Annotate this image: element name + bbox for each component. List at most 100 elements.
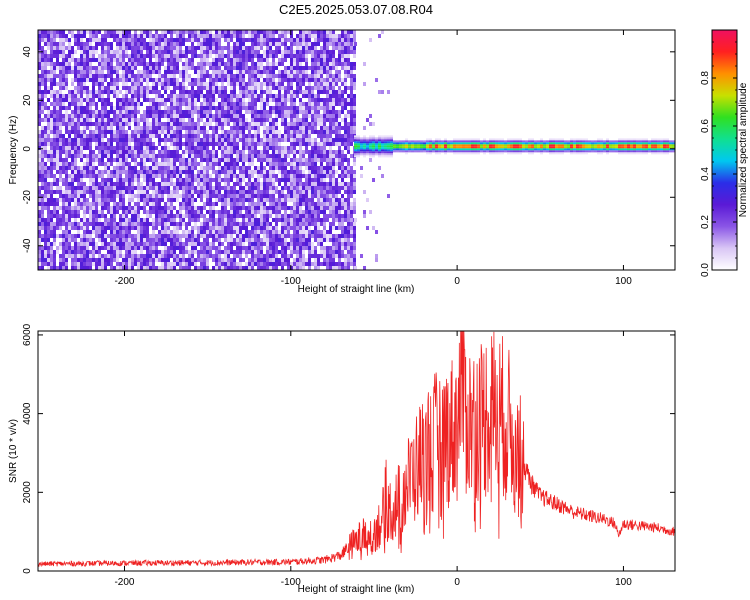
spectrogram-cell <box>257 42 260 46</box>
spectrogram-cell <box>47 242 50 246</box>
spectrogram-cell <box>314 166 317 170</box>
spectrogram-cell <box>167 206 170 210</box>
spectrogram-cell <box>317 214 320 218</box>
spectrogram-cell <box>152 238 155 242</box>
spectrogram-cell <box>167 154 170 158</box>
spectrogram-cell <box>83 74 86 78</box>
spectrogram-cell <box>230 162 233 166</box>
spectrogram-cell <box>125 62 128 66</box>
spectrogram-cell <box>311 230 314 234</box>
spectrogram-cell <box>245 214 248 218</box>
spectrogram-cell <box>185 190 188 194</box>
spectrogram-cell <box>284 154 287 158</box>
spectrogram-cell <box>221 130 224 134</box>
spectrogram-cell <box>179 242 182 246</box>
spectrogram-cell <box>110 210 113 214</box>
spectrogram-cell <box>41 254 44 258</box>
spectrogram-cell <box>47 182 50 186</box>
spectrogram-cell <box>149 102 152 106</box>
spectrogram-cell <box>101 86 104 90</box>
spectrogram-cell <box>170 166 173 170</box>
spectrogram-cell <box>194 154 197 158</box>
spectrogram-cell <box>236 62 239 66</box>
spectrogram-cell <box>272 254 275 258</box>
spectrogram-cell <box>281 106 284 110</box>
spectrogram-cell <box>113 190 116 194</box>
spectrogram-cell <box>209 118 212 122</box>
spectrogram-cell <box>80 194 83 198</box>
spectrogram-cell <box>173 102 176 106</box>
spectrogram-cell <box>125 206 128 210</box>
spectrogram-cell <box>47 46 50 50</box>
spectrogram-cell <box>206 106 209 110</box>
spectrogram-cell <box>164 86 167 90</box>
spectrogram-cell <box>65 190 68 194</box>
spectrogram-cell <box>92 222 95 226</box>
spectrogram-cell <box>74 62 77 66</box>
spectrogram-cell <box>242 162 245 166</box>
spectrogram-cell <box>92 46 95 50</box>
spectrogram-cell <box>314 50 317 54</box>
spectrogram-cell <box>116 74 119 78</box>
spectrogram-cell <box>308 190 311 194</box>
spectrogram-cell <box>137 78 140 82</box>
spectrogram-cell <box>83 226 86 230</box>
spectrogram-cell <box>71 254 74 258</box>
spectrogram-cell <box>140 102 143 106</box>
spectrogram-cell <box>167 202 170 206</box>
spectrogram-cell <box>164 150 167 154</box>
spectrogram-cell <box>131 138 134 142</box>
spectrogram-cell <box>173 226 176 230</box>
spectrogram-cell <box>44 218 47 222</box>
spectrogram-cell <box>296 258 299 262</box>
spectrogram-cell <box>230 246 233 250</box>
spectrogram-cell <box>272 106 275 110</box>
spectrogram-cell <box>122 198 125 202</box>
spectrogram-cell <box>269 46 272 50</box>
spectrogram-cell <box>65 202 68 206</box>
spectrogram-cell <box>236 126 239 130</box>
spectrogram-cell <box>305 94 308 98</box>
spectrogram-cell <box>227 178 230 182</box>
spectrogram-cell <box>65 254 68 258</box>
spectrogram-cell <box>167 62 170 66</box>
spectrogram-cell <box>251 118 254 122</box>
spectrogram-cell <box>317 98 320 102</box>
spectrogram-cell <box>152 122 155 126</box>
spectrogram-cell <box>218 198 221 202</box>
spectrogram-cell <box>155 118 158 122</box>
spectrogram-cell <box>203 82 206 86</box>
spectrogram-cell <box>95 170 98 174</box>
spectrogram-cell <box>221 206 224 210</box>
spectrogram-cell <box>302 150 305 154</box>
spectrogram-cell <box>176 234 179 238</box>
spectrogram-cell <box>140 174 143 178</box>
spectrogram-cell <box>50 234 53 238</box>
spectrogram-cell <box>161 174 164 178</box>
spectrogram-cell <box>218 126 221 130</box>
spectrogram-cell <box>278 238 281 242</box>
spectrogram-cell <box>125 178 128 182</box>
spectrogram-cell <box>251 202 254 206</box>
spectrogram-cell <box>227 190 230 194</box>
spectrogram-cell <box>140 254 143 258</box>
spectrogram-cell <box>221 230 224 234</box>
spectrogram-cell <box>143 70 146 74</box>
spectrogram-cell <box>185 78 188 82</box>
spectrogram-cell <box>116 70 119 74</box>
spectrogram-cell <box>254 182 257 186</box>
spectrogram-cell <box>143 170 146 174</box>
spectrogram-cell <box>314 206 317 210</box>
spectrogram-cell <box>161 242 164 246</box>
spectrogram-cell <box>71 194 74 198</box>
spectrogram-cell <box>224 182 227 186</box>
spectrogram-cell <box>62 170 65 174</box>
spectrogram-cell <box>266 98 269 102</box>
spectrogram-cell <box>122 42 125 46</box>
spectrogram-cell <box>224 78 227 82</box>
spectrogram-cell <box>68 118 71 122</box>
spectrogram-cell <box>233 126 236 130</box>
spectrogram-cell <box>137 246 140 250</box>
spectrogram-cell <box>140 94 143 98</box>
spectrogram-cell <box>143 222 146 226</box>
